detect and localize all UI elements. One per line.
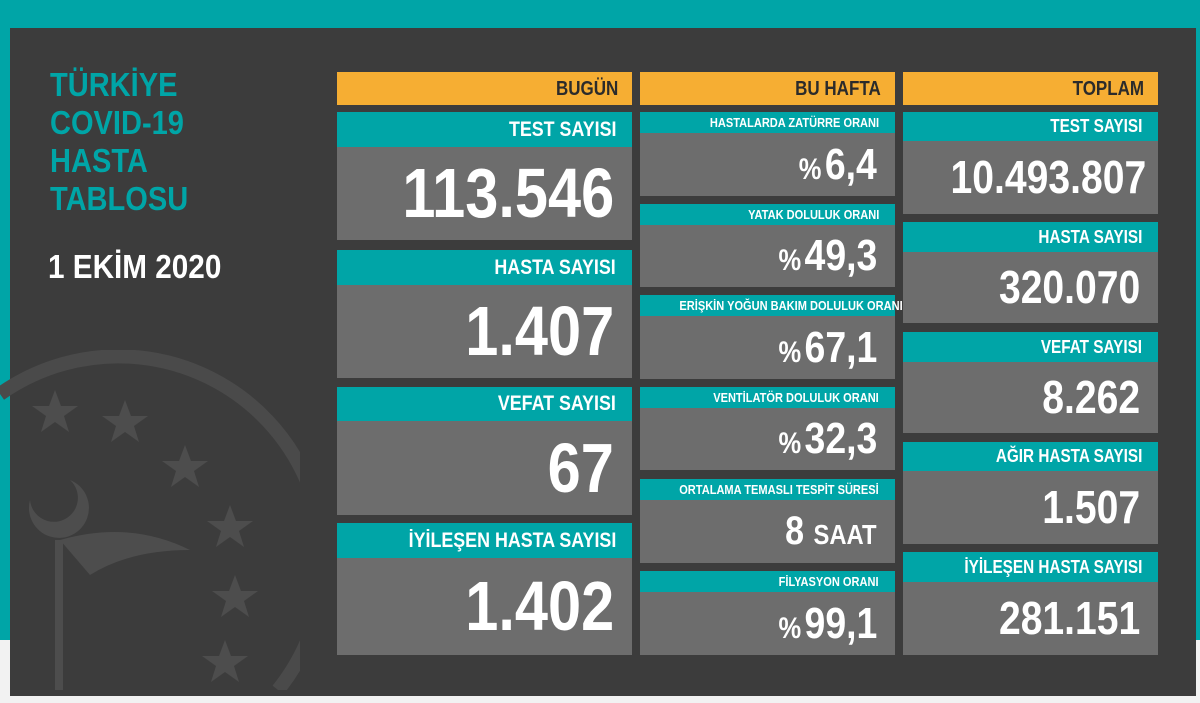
card-value: 49,3	[804, 231, 877, 280]
card-value: 8	[785, 509, 805, 553]
card-label: İYİLEŞEN HASTA SAYISI	[408, 529, 616, 552]
ministry-emblem-icon	[0, 350, 300, 690]
card-label: İYİLEŞEN HASTA SAYISI	[964, 557, 1142, 577]
page-title: TÜRKİYE COVID-19 HASTA TABLOSU	[50, 66, 188, 218]
card-label: AĞIR HASTA SAYISI	[995, 446, 1142, 466]
title-line: HASTA	[50, 142, 148, 179]
card-value: 67,1	[804, 323, 877, 372]
header-label: BUGÜN	[555, 78, 618, 100]
title-line: TÜRKİYE	[50, 66, 178, 103]
percent-sign: %	[778, 244, 801, 277]
card-value: 1.507	[1042, 481, 1140, 533]
card-label: TEST SAYISI	[508, 118, 616, 141]
card-value: 32,3	[804, 414, 877, 463]
card-value: 281.151	[998, 592, 1140, 644]
card-label: VEFAT SAYISI	[1040, 337, 1142, 357]
title-line: COVID-19	[50, 104, 184, 141]
header-week: BU HAFTA	[640, 72, 895, 105]
percent-sign: %	[778, 612, 801, 645]
card-label: VEFAT SAYISI	[497, 392, 616, 415]
header-label: BU HAFTA	[795, 78, 881, 100]
percent-sign: %	[778, 427, 801, 460]
percent-sign: %	[778, 336, 801, 369]
card-label: HASTALARDA ZATÜRRE ORANI	[709, 115, 879, 130]
card-label: VENTİLATÖR DOLULUK ORANI	[713, 390, 879, 405]
card-label: YATAK DOLULUK ORANI	[747, 207, 879, 222]
card-value: 6,4	[825, 140, 877, 189]
header-total: TOPLAM	[903, 72, 1158, 105]
header-today: BUGÜN	[337, 72, 632, 105]
card-label: HASTA SAYISI	[1037, 227, 1142, 247]
card-value: 320.070	[998, 261, 1140, 313]
card-value: 67	[547, 429, 614, 507]
card-value: 1.407	[465, 292, 614, 370]
percent-sign: %	[798, 153, 822, 186]
card-label: HASTA SAYISI	[494, 256, 616, 279]
title-line: TABLOSU	[50, 180, 189, 217]
card-value: 99,1	[804, 599, 877, 648]
header-label: TOPLAM	[1072, 78, 1144, 100]
card-label: FİLYASYON ORANI	[779, 574, 879, 589]
card-label: ORTALAMA TEMASLI TESPİT SÜRESİ	[679, 482, 879, 497]
card-value: 1.402	[465, 567, 614, 645]
card-value: 8.262	[1042, 371, 1140, 423]
card-label: TEST SAYISI	[1049, 116, 1142, 136]
card-value: 113.546	[402, 154, 614, 232]
report-date: 1 EKİM 2020	[48, 248, 222, 285]
unit-label: SAAT	[813, 519, 877, 550]
card-value: 10.493.807	[950, 151, 1146, 203]
card-label: ERİŞKİN YOĞUN BAKIM DOLULUK ORANI	[679, 298, 903, 313]
